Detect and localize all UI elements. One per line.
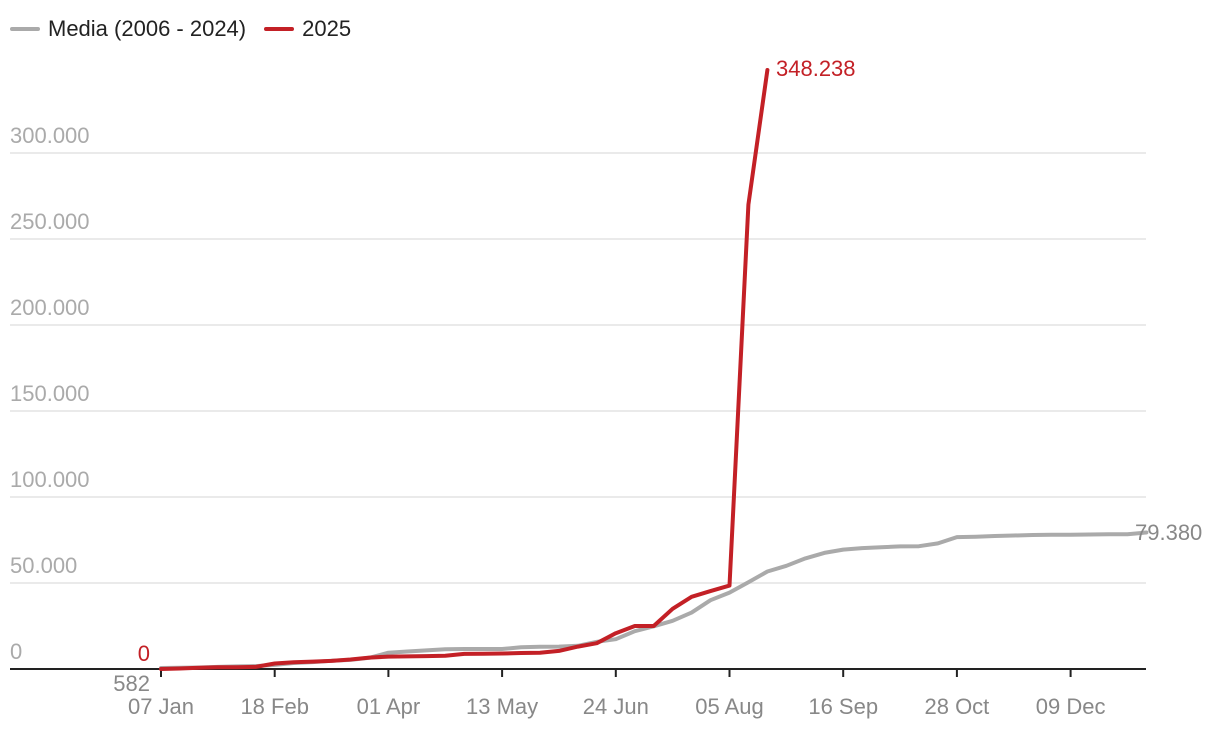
y-tick-label: 0: [10, 639, 22, 664]
y-axis-ticks: 0 50.000 100.000 150.000 200.000 250.000 300.0…: [10, 123, 90, 664]
series-line-media: [159, 530, 1149, 670]
x-tick-label: 16 Sep: [808, 694, 878, 719]
chart-legend: Media (2006 - 2024) 2025: [10, 16, 369, 42]
series-lines: [159, 68, 1149, 671]
legend-item-media: Media (2006 - 2024): [10, 16, 246, 42]
y-tick-label: 150.000: [10, 381, 90, 406]
y-tick-label: 300.000: [10, 123, 90, 148]
legend-item-2025: 2025: [264, 16, 351, 42]
data-label-2025-start: 0: [138, 641, 150, 666]
data-label-media-end: 79.380: [1135, 520, 1202, 545]
x-tick-label: 18 Feb: [240, 694, 309, 719]
x-tick-label: 09 Dec: [1036, 694, 1106, 719]
y-tick-label: 100.000: [10, 467, 90, 492]
gridlines: [10, 152, 1146, 584]
legend-label-2025: 2025: [302, 16, 352, 41]
x-tick-label: 24 Jun: [583, 694, 649, 719]
data-label-media-start: 582: [113, 671, 150, 696]
y-tick-label: 250.000: [10, 209, 90, 234]
x-tick-label: 01 Apr: [357, 694, 421, 719]
x-axis: 07 Jan 18 Feb 01 Apr 13 May 24 Jun 05 Aug 16 S…: [10, 668, 1146, 719]
data-label-2025-end: 348.238: [776, 56, 856, 81]
x-tick-label: 05 Aug: [695, 694, 764, 719]
y-tick-label: 50.000: [10, 553, 77, 578]
series-line-2025: [159, 68, 770, 671]
legend-label-media: Media (2006 - 2024): [48, 16, 247, 41]
x-tick-label: 28 Oct: [924, 694, 989, 719]
legend-swatch-2025: [264, 27, 295, 31]
data-labels: 348.238 79.380 0 582: [113, 56, 1202, 696]
x-tick-label: 07 Jan: [128, 694, 194, 719]
y-tick-label: 200.000: [10, 295, 90, 320]
legend-swatch-media: [10, 27, 40, 31]
x-tick-label: 13 May: [466, 694, 538, 719]
